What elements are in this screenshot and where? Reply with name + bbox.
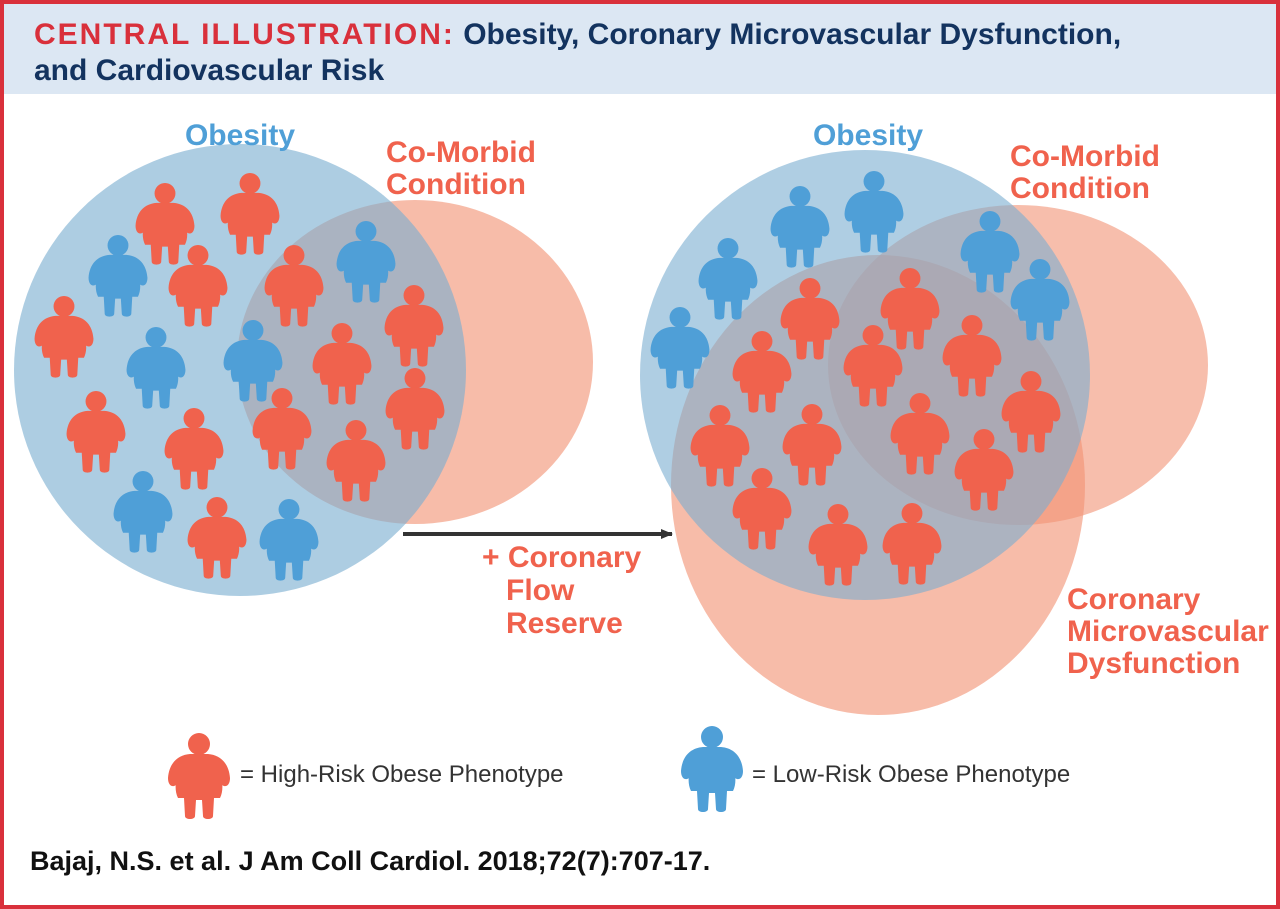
high-risk-person-icon (732, 467, 792, 550)
high-risk-person-icon (168, 244, 228, 327)
low-risk-person-icon (844, 170, 904, 253)
high-risk-person-icon (326, 419, 386, 502)
legend: = High-Risk Obese Phenotype = Low-Risk O… (168, 726, 1070, 819)
high-risk-person-icon (34, 295, 94, 378)
high-risk-person-icon (732, 330, 792, 413)
high-risk-person-icon (66, 390, 126, 473)
header-title-line1: CENTRAL ILLUSTRATION: Obesity, Coronary … (34, 18, 1121, 52)
high-risk-person-icon (384, 284, 444, 367)
header-title-text: Obesity, Coronary Microvascular Dysfunct… (463, 18, 1122, 51)
left-venn-diagram: Obesity Co-Morbid Condition (14, 119, 593, 596)
high-risk-person-icon (220, 172, 280, 255)
right-comorbid-label-line2: Condition (1010, 172, 1150, 205)
high-risk-person-icon (164, 407, 224, 490)
low-risk-person-icon (88, 234, 148, 317)
right-cmd-label-line1: Coronary (1067, 583, 1201, 616)
high-risk-person-icon (690, 404, 750, 487)
low-risk-person-icon (223, 319, 283, 402)
arrow-label-line1: + Coronary (482, 541, 642, 574)
high-risk-person-icon (264, 244, 324, 327)
high-risk-person-icon (882, 502, 942, 585)
low-risk-person-icon (113, 470, 173, 553)
legend-high-risk-icon (168, 733, 230, 819)
low-risk-person-icon (126, 326, 186, 409)
right-cmd-label-line3: Dysfunction (1067, 647, 1240, 680)
high-risk-person-icon (385, 367, 445, 450)
citation: Bajaj, N.S. et al. J Am Coll Cardiol. 20… (30, 846, 711, 876)
high-risk-person-icon (187, 496, 247, 579)
left-obesity-label: Obesity (185, 119, 295, 152)
low-risk-person-icon (770, 185, 830, 268)
low-risk-person-icon (336, 220, 396, 303)
high-risk-person-icon (880, 267, 940, 350)
left-comorbid-label-line1: Co-Morbid (386, 136, 536, 169)
high-risk-person-icon (954, 428, 1014, 511)
high-risk-person-icon (312, 322, 372, 405)
low-risk-person-icon (1010, 258, 1070, 341)
right-people-group (650, 170, 1070, 586)
right-cmd-label-line2: Microvascular (1067, 615, 1269, 648)
arrow-label-line3: Reserve (506, 607, 623, 640)
high-risk-person-icon (808, 503, 868, 586)
right-venn-diagram: Obesity Co-Morbid Condition Coronary Mic… (640, 119, 1269, 715)
high-risk-person-icon (135, 182, 195, 265)
legend-icons (168, 726, 743, 819)
left-people-group (34, 172, 445, 581)
high-risk-person-icon (942, 314, 1002, 397)
right-comorbid-label-line1: Co-Morbid (1010, 140, 1160, 173)
legend-low-risk-icon (681, 726, 743, 812)
header-title-line2: and Cardiovascular Risk (34, 54, 385, 87)
low-risk-person-icon (259, 498, 319, 581)
high-risk-person-icon (780, 277, 840, 360)
right-obesity-label: Obesity (813, 119, 923, 152)
high-risk-person-icon (1001, 370, 1061, 453)
high-risk-person-icon (843, 324, 903, 407)
high-risk-person-icon (252, 387, 312, 470)
low-risk-person-icon (650, 306, 710, 389)
low-risk-person-icon (960, 210, 1020, 293)
arrow-label-line2: Flow (506, 574, 575, 607)
header-bar: CENTRAL ILLUSTRATION: Obesity, Coronary … (4, 4, 1276, 94)
high-risk-person-icon (890, 392, 950, 475)
low-risk-person-icon (698, 237, 758, 320)
legend-high-risk-text: = High-Risk Obese Phenotype (240, 761, 564, 788)
high-risk-person-icon (782, 403, 842, 486)
legend-low-risk-text: = Low-Risk Obese Phenotype (752, 761, 1070, 788)
central-illustration-label: CENTRAL ILLUSTRATION: (34, 18, 455, 51)
left-comorbid-label-line2: Condition (386, 168, 526, 201)
transition-arrow: + Coronary Flow Reserve (403, 529, 673, 640)
